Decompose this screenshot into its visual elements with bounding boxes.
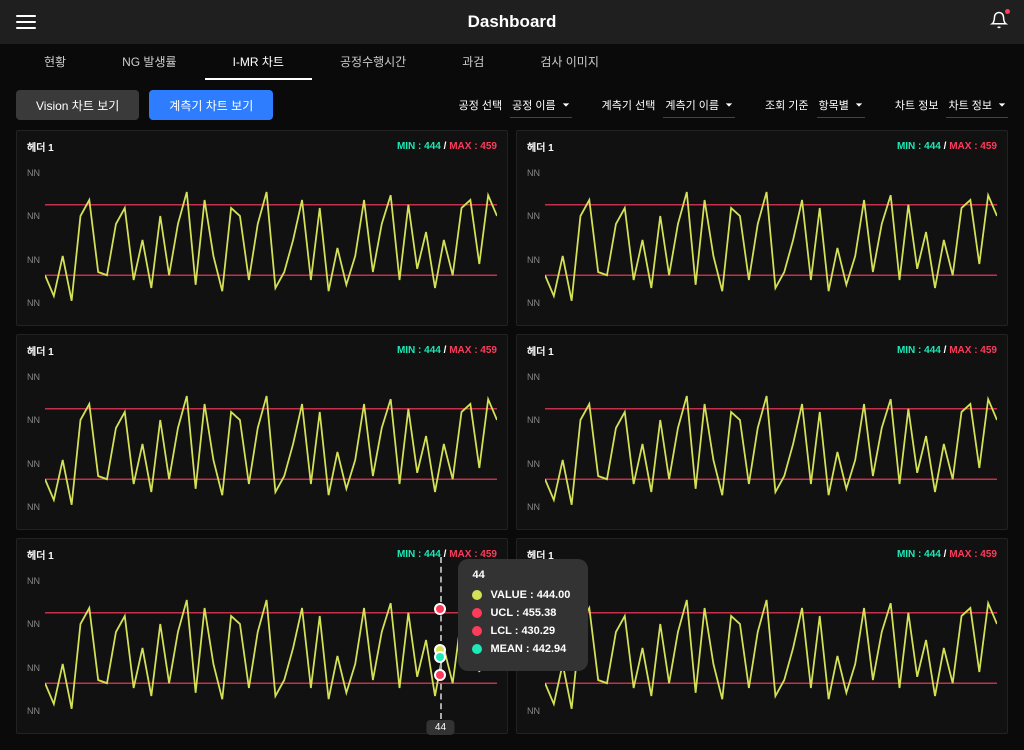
chart-minmax: MIN : 444 / MAX : 459 [897,549,997,560]
y-axis-labels: NNNNNNNN [27,364,45,524]
chart-card-3: 헤더 1 MIN : 444 / MAX : 459 NNNNNNNN [516,334,1008,530]
tooltip-marker-line [440,557,442,719]
selector-label: 차트 정보 [895,97,939,113]
selector-group-0: 공정 선택 공정 이름 [459,93,572,118]
notification-dot [1005,9,1010,14]
chart-minmax: MIN : 444 / MAX : 459 [397,345,497,356]
chart-plot[interactable] [545,160,997,320]
selector-label: 공정 선택 [459,97,503,113]
chart-plot[interactable] [545,568,997,728]
tooltip-dot [472,608,482,618]
tooltip-row: VALUE : 444.00 [472,589,574,601]
selector-dropdown-3[interactable]: 차트 정보 [946,93,1008,118]
tooltip-dot [472,644,482,654]
tooltip-label: VALUE : 444.00 [490,589,570,601]
tab-4[interactable]: 과검 [434,44,512,80]
chart-card-0: 헤더 1 MIN : 444 / MAX : 459 NNNNNNNN [16,130,508,326]
tooltip-row: UCL : 455.38 [472,607,574,619]
tooltip-marker-dot [434,669,446,681]
selector-dropdown-1[interactable]: 계측기 이름 [663,93,735,118]
selector-label: 조회 기준 [765,97,809,113]
chevron-down-icon [562,101,570,109]
tooltip-marker-dot [434,603,446,615]
selector-group-3: 차트 정보 차트 정보 [895,93,1008,118]
chart-title: 헤더 1 [527,343,554,358]
tooltip-row: LCL : 430.29 [472,625,574,637]
y-axis-labels: NNNNNNNN [27,160,45,320]
selector-value: 차트 정보 [948,97,992,113]
chart-minmax: MIN : 444 / MAX : 459 [897,345,997,356]
tab-0[interactable]: 현황 [16,44,94,80]
y-axis-labels: NNNNNNNN [27,568,45,728]
chart-card-2: 헤더 1 MIN : 444 / MAX : 459 NNNNNNNN [16,334,508,530]
vision-chart-button[interactable]: Vision 차트 보기 [16,90,139,120]
tooltip-marker-dot [434,651,446,663]
y-axis-labels: NNNNNNNN [527,364,545,524]
chevron-down-icon [855,101,863,109]
tab-3[interactable]: 공정수행시간 [312,44,434,80]
selector-value: 항목별 [819,97,849,113]
notifications-button[interactable] [990,11,1008,34]
chart-card-1: 헤더 1 MIN : 444 / MAX : 459 NNNNNNNN [516,130,1008,326]
gauge-chart-button[interactable]: 계측기 차트 보기 [149,90,273,120]
chart-plot[interactable] [545,364,997,524]
chart-plot[interactable] [45,364,497,524]
tab-2[interactable]: I-MR 차트 [205,44,312,80]
tooltip-label: LCL : 430.29 [490,625,555,637]
chart-title: 헤더 1 [27,343,54,358]
chart-title: 헤더 1 [27,547,54,562]
tab-5[interactable]: 검사 이미지 [512,44,627,80]
tooltip-dot [472,590,482,600]
chart-minmax: MIN : 444 / MAX : 459 [397,141,497,152]
selector-label: 계측기 선택 [602,97,656,113]
tab-bar: 현황NG 발생률I-MR 차트공정수행시간과검검사 이미지 [0,44,1024,80]
tab-1[interactable]: NG 발생률 [94,44,204,80]
chart-title: 헤더 1 [527,139,554,154]
page-title: Dashboard [468,12,557,32]
tooltip-label: MEAN : 442.94 [490,643,566,655]
tooltip-row: MEAN : 442.94 [472,643,574,655]
chart-minmax: MIN : 444 / MAX : 459 [897,141,997,152]
selector-dropdown-2[interactable]: 항목별 [817,93,865,118]
selector-dropdown-0[interactable]: 공정 이름 [510,93,572,118]
chart-tooltip: 44 VALUE : 444.00 UCL : 455.38 LCL : 430.29… [458,559,588,671]
menu-icon[interactable] [16,15,36,29]
tooltip-dot [472,626,482,636]
selector-group-2: 조회 기준 항목별 [765,93,865,118]
chart-card-4: 헤더 1MIN : 444 / MAX : 459NNNNNNNN44VALUE… [16,538,508,734]
chart-plot[interactable] [45,160,497,320]
chart-title: 헤더 1 [27,139,54,154]
selector-value: 공정 이름 [512,97,556,113]
tooltip-label: UCL : 455.38 [490,607,556,619]
tooltip-title: 44 [472,569,574,581]
selector-value: 계측기 이름 [665,97,719,113]
selector-group-1: 계측기 선택 계측기 이름 [602,93,735,118]
chart-plot[interactable] [45,568,497,728]
chevron-down-icon [998,101,1006,109]
y-axis-labels: NNNNNNNN [527,160,545,320]
chart-card-5: 헤더 1MIN : 444 / MAX : 459NNNNNNNN [516,538,1008,734]
chevron-down-icon [725,101,733,109]
